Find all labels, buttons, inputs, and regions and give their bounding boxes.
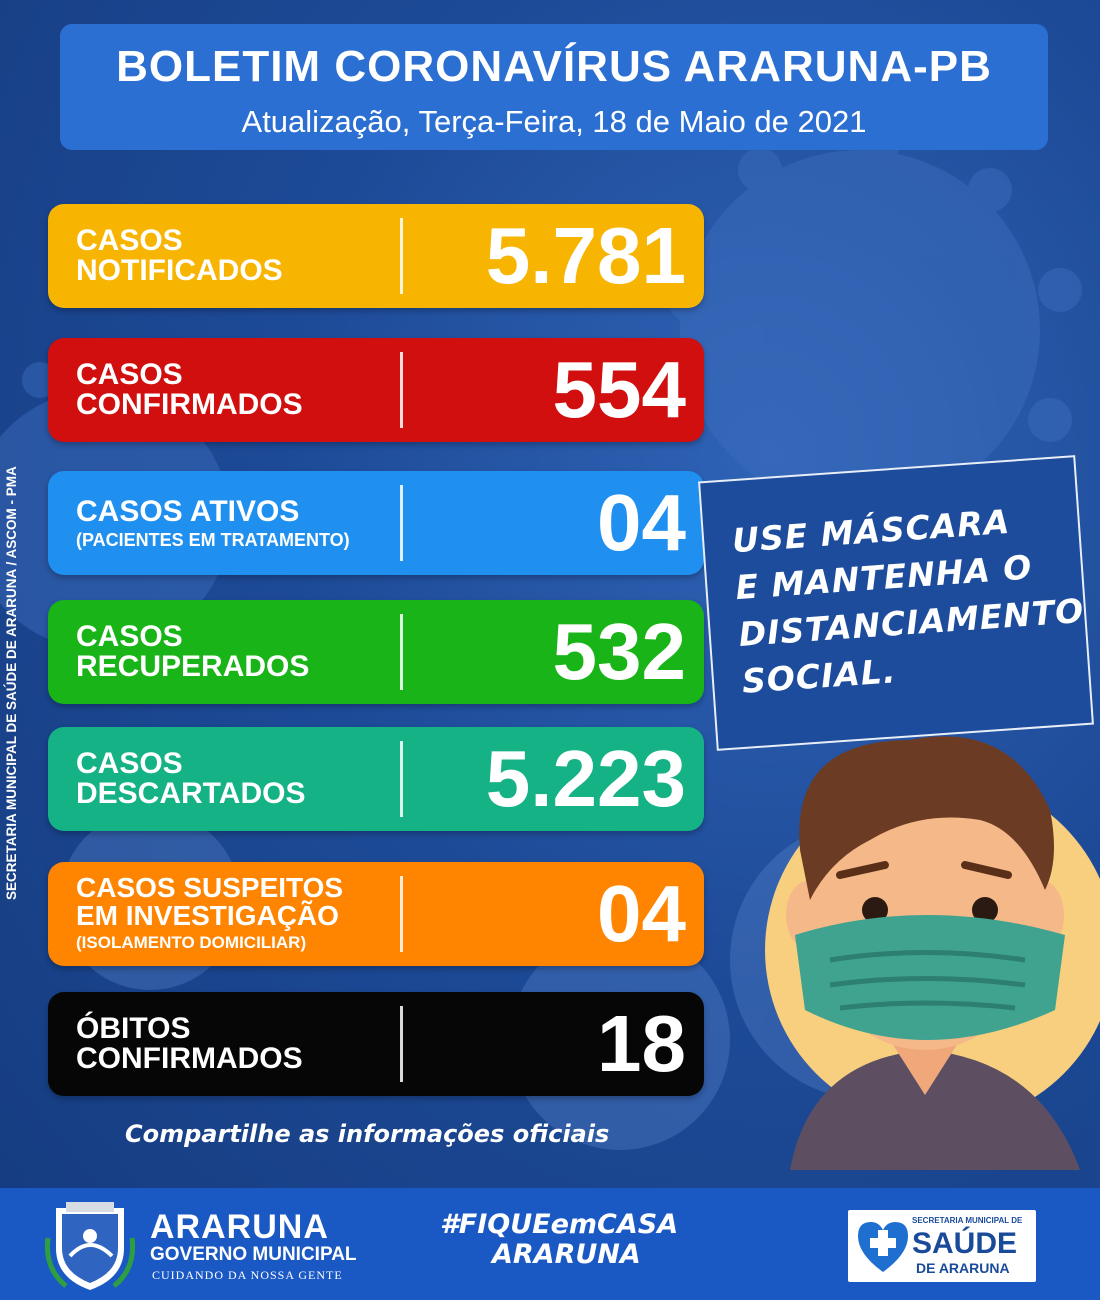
boy-with-mask-illustration [765,736,1100,1170]
stat-card-obitos: ÓBITOS CONFIRMADOS 18 [48,992,704,1096]
health-heart-icon [858,1222,908,1272]
stat-value: 04 [597,869,686,958]
stat-label: CASOS CONFIRMADOS [76,358,303,421]
header-banner: BOLETIM CORONAVÍRUS ARARUNA-PB Atualizaç… [60,24,1048,150]
hashtag-logo: #FIQUEemCASA ARARUNA [440,1209,679,1270]
stat-label: CASOS SUSPEITOS EM INVESTIGAÇÃO (ISOLAME… [76,874,396,954]
bubble-message: USE MÁSCARA E MANTENHA O DISTANCIAMENTO … [730,501,1086,701]
card-divider [400,352,403,428]
stat-label: ÓBITOS CONFIRMADOS [76,1012,303,1075]
stat-card-suspeitos: CASOS SUSPEITOS EM INVESTIGAÇÃO (ISOLAME… [48,862,704,966]
stat-card-recuperados: CASOS RECUPERADOS 532 [48,600,704,704]
card-divider [400,1006,403,1082]
gov-slogan: CUIDANDO DA NOSSA GENTE [152,1268,343,1282]
stat-label: CASOS DESCARTADOS [76,747,306,810]
card-divider [400,218,403,294]
stat-label: CASOS NOTIFICADOS [76,224,283,287]
stat-value: 04 [597,478,686,567]
speech-bubble: USE MÁSCARA E MANTENHA O DISTANCIAMENTO … [698,455,1094,751]
stat-value: 554 [552,345,686,434]
side-credit: SECRETARIA MUNICIPAL DE SAÚDE DE ARARUNA… [4,466,19,900]
crest-icon [44,1202,136,1290]
share-note: Compartilhe as informações oficiais [125,1120,610,1148]
footer-bar: ARARUNA GOVERNO MUNICIPAL CUIDANDO DA NO… [0,1188,1100,1300]
stat-label: CASOS RECUPERADOS [76,620,310,683]
stat-card-ativos: CASOS ATIVOS (PACIENTES EM TRATAMENTO) 0… [48,471,704,575]
gov-name: ARARUNA [150,1208,329,1246]
stat-value: 18 [597,999,686,1088]
card-divider [400,614,403,690]
stat-value: 532 [552,607,686,696]
update-date: Atualização, Terça-Feira, 18 de Maio de … [241,104,867,139]
stat-value: 5.781 [485,211,686,300]
card-divider [400,485,403,561]
stat-card-confirmados: CASOS CONFIRMADOS 554 [48,338,704,442]
saude-logo: SECRETARIA MUNICIPAL DE SAÚDE DE ARARUNA [848,1210,1036,1282]
card-divider [400,741,403,817]
stat-value: 5.223 [485,734,686,823]
stat-note: (PACIENTES EM TRATAMENTO) [76,530,350,550]
page-title: BOLETIM CORONAVÍRUS ARARUNA-PB [116,42,992,91]
stat-card-notificados: CASOS NOTIFICADOS 5.781 [48,204,704,308]
stat-note: (ISOLAMENTO DOMICILIAR) [76,933,307,952]
gov-subtitle: GOVERNO MUNICIPAL [150,1244,357,1265]
stat-label: CASOS ATIVOS (PACIENTES EM TRATAMENTO) [76,497,396,551]
stat-card-descartados: CASOS DESCARTADOS 5.223 [48,727,704,831]
card-divider [400,876,403,952]
